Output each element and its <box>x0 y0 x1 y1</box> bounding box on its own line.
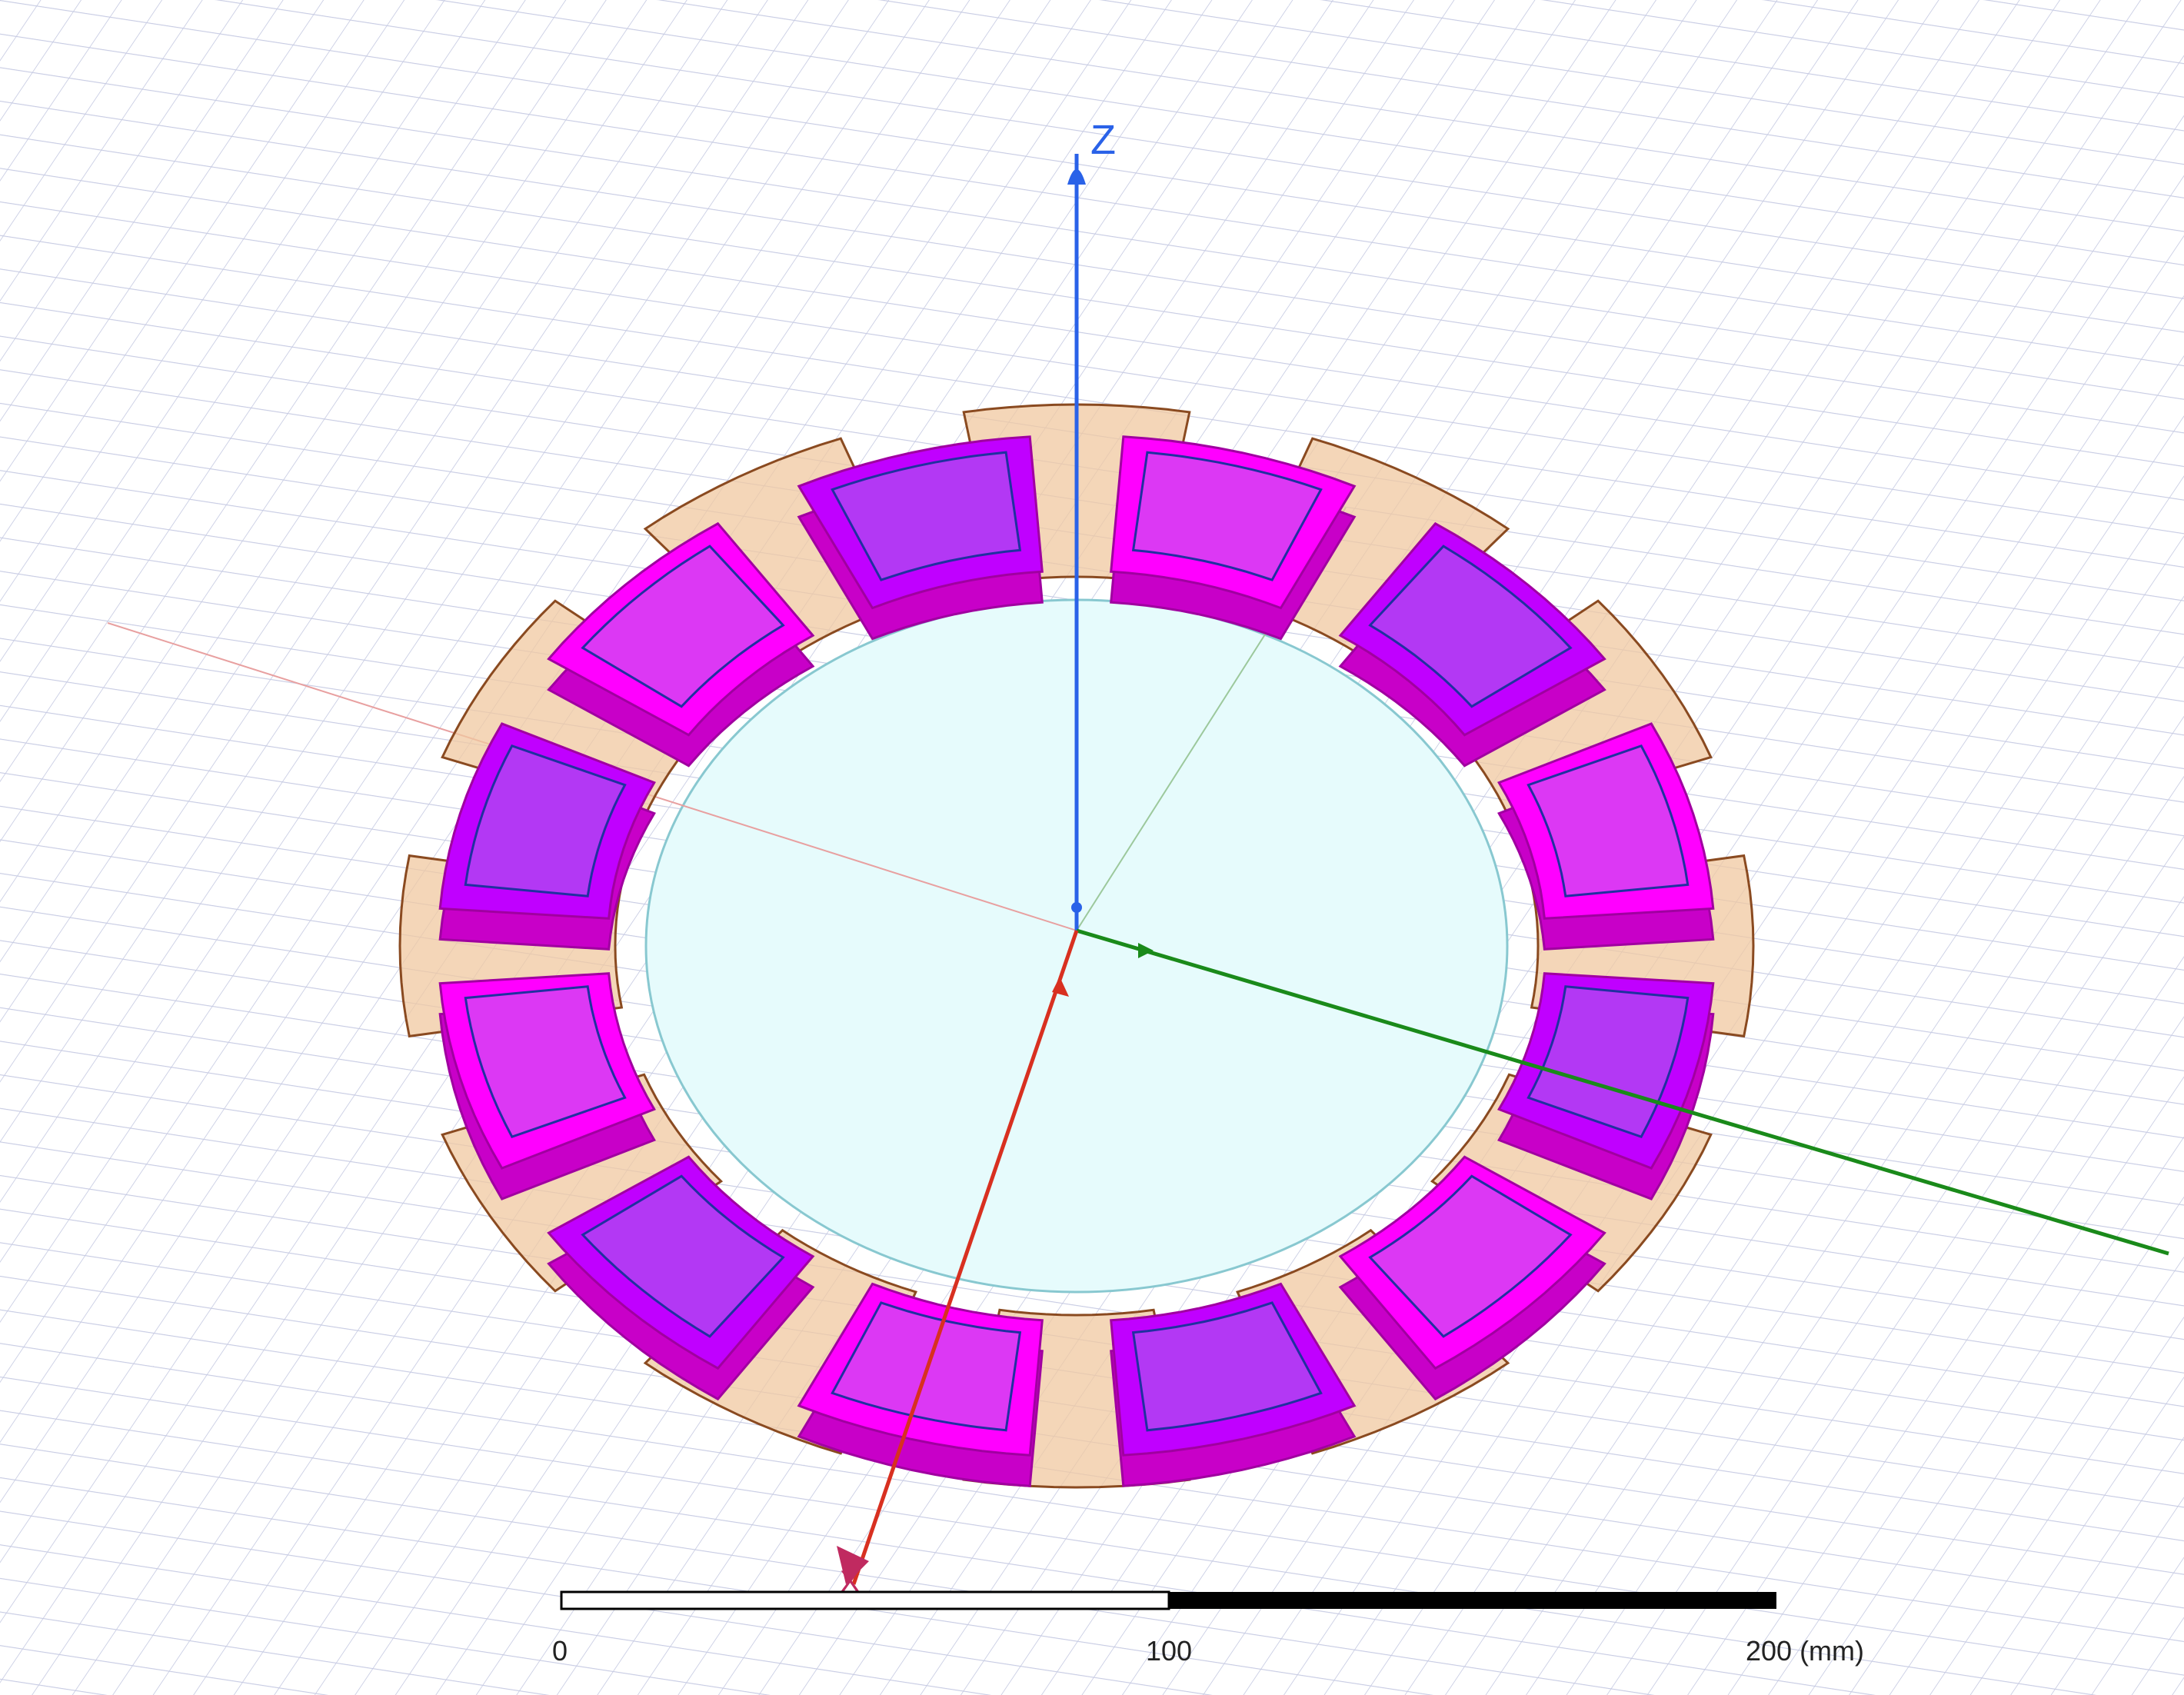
coil-winding <box>1368 544 1573 708</box>
magnet-face <box>438 972 656 1170</box>
x-axis-tip-icon <box>837 1546 869 1584</box>
origin-point <box>1071 902 1082 913</box>
magnet-face <box>547 1155 815 1370</box>
magnet-face <box>438 722 656 920</box>
scale-bar-black-segment <box>1169 1592 1776 1609</box>
scale-label-end: 200 (mm) <box>1746 1635 1865 1667</box>
coil-winding <box>831 451 1022 581</box>
x-axis-arrow-icon <box>1052 977 1069 997</box>
coil-winding <box>1131 1301 1323 1432</box>
x-axis <box>851 930 1079 1585</box>
coil-winding <box>581 544 785 708</box>
y-axis-arrow-icon <box>1138 943 1154 958</box>
magnet-face <box>797 435 1044 610</box>
magnet-face <box>1497 972 1715 1170</box>
magnet-face <box>1110 435 1357 610</box>
y-axis <box>1076 928 2169 1256</box>
coil-winding <box>581 1174 785 1338</box>
coil-winding <box>464 744 627 897</box>
scale-bar-white-segment <box>560 1590 1170 1610</box>
coil-winding <box>1526 744 1690 897</box>
z-axis-arrow-icon <box>1067 169 1086 185</box>
scale-label-start: 0 <box>552 1635 568 1667</box>
magnet-face <box>1338 1155 1606 1370</box>
scale-bar <box>560 1590 1776 1610</box>
coil-winding <box>1131 451 1323 581</box>
coil-winding <box>1368 1174 1573 1338</box>
magnet-face <box>1497 722 1715 920</box>
magnet-ring <box>438 435 1715 1487</box>
scale-label-mid: 100 <box>1146 1635 1193 1667</box>
magnet-face <box>1338 521 1606 737</box>
z-axis-label: Z <box>1090 117 1116 163</box>
coil-winding <box>464 985 627 1139</box>
magnet-face <box>547 521 815 737</box>
